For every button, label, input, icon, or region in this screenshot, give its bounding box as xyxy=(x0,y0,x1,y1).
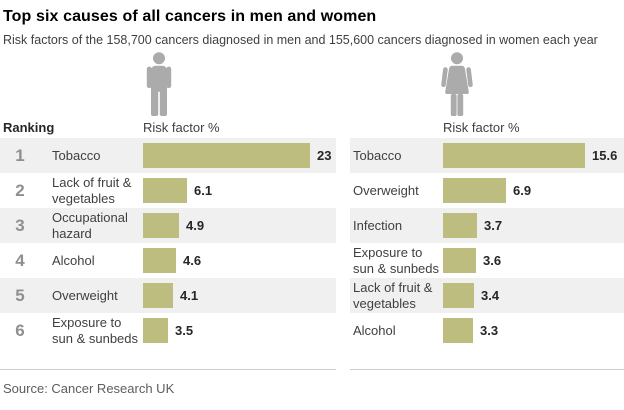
table-row: 4 Alcohol 4.6 Exposure to sun & sunbeds 3.6 xyxy=(0,243,624,278)
row-women: Tobacco 15.6 xyxy=(350,138,624,173)
rank-number: 2 xyxy=(15,180,25,200)
category-label-men: Exposure to sun & sunbeds xyxy=(52,315,139,346)
bar-group-women: 6.9 xyxy=(443,178,531,203)
bar-women xyxy=(443,143,585,168)
table-row: 6 Exposure to sun & sunbeds 3.5 Alcohol 3.3 xyxy=(0,313,624,348)
columns-header: Ranking Risk factor % Risk factor % xyxy=(0,120,624,136)
source-attribution: Source: Cancer Research UK xyxy=(3,381,175,396)
bar-women xyxy=(443,283,474,308)
divider-left-segment xyxy=(0,369,336,370)
row-men: 3 Occupational hazard 4.9 xyxy=(0,208,336,243)
category-label-women: Alcohol xyxy=(353,322,396,338)
bar-women xyxy=(443,318,473,343)
bar-men xyxy=(143,248,176,273)
page-subtitle: Risk factors of the 158,700 cancers diag… xyxy=(3,33,598,47)
table-row: 3 Occupational hazard 4.9 Infection 3.7 xyxy=(0,208,624,243)
bar-group-men: 23 xyxy=(143,143,331,168)
table-row: 5 Overweight 4.1 Lack of fruit & vegetables… xyxy=(0,278,624,313)
bar-men xyxy=(143,283,173,308)
risk-factor-header-women: Risk factor % xyxy=(443,120,520,135)
bar-men xyxy=(143,178,187,203)
bar-value-women: 3.3 xyxy=(480,323,499,338)
rank-number: 3 xyxy=(15,215,25,235)
category-label-women: Infection xyxy=(353,217,403,233)
category-label-men: Alcohol xyxy=(52,252,95,268)
gender-icons-row xyxy=(0,51,624,117)
category-label-men: Occupational hazard xyxy=(52,210,128,241)
bar-value-women: 3.7 xyxy=(484,218,503,233)
bar-group-men: 4.1 xyxy=(143,283,198,308)
bar-value-women: 3.4 xyxy=(481,288,500,303)
bar-group-women: 3.4 xyxy=(443,283,499,308)
row-men: 5 Overweight 4.1 xyxy=(0,278,336,313)
divider-right-segment xyxy=(350,369,624,370)
bar-women xyxy=(443,248,476,273)
table-row: 2 Lack of fruit & vegetables 6.1 Overweight… xyxy=(0,173,624,208)
bar-group-men: 3.5 xyxy=(143,318,193,343)
row-women: Overweight 6.9 xyxy=(350,173,624,208)
row-women: Exposure to sun & sunbeds 3.6 xyxy=(350,243,624,278)
row-women: Alcohol 3.3 xyxy=(350,313,624,348)
bar-group-men: 4.9 xyxy=(143,213,204,238)
category-label-women: Tobacco xyxy=(353,147,402,163)
bar-value-men: 4.1 xyxy=(180,288,199,303)
bar-value-women: 15.6 xyxy=(592,148,618,163)
bar-group-women: 15.6 xyxy=(443,143,617,168)
category-label-men: Tobacco xyxy=(52,147,101,163)
ranking-header: Ranking xyxy=(3,120,55,135)
row-women: Infection 3.7 xyxy=(350,208,624,243)
bar-group-women: 3.6 xyxy=(443,248,501,273)
category-label-men: Overweight xyxy=(52,287,118,303)
page-title: Top six causes of all cancers in men and… xyxy=(3,8,377,25)
bar-men xyxy=(143,213,179,238)
table-row: 1 Tobacco 23 Tobacco 15.6 xyxy=(0,138,624,173)
bar-men xyxy=(143,143,310,168)
woman-icon xyxy=(440,52,474,121)
bar-women xyxy=(443,213,477,238)
rank-number: 5 xyxy=(15,285,25,305)
bar-women xyxy=(443,178,506,203)
bar-men xyxy=(143,318,168,343)
row-men: 4 Alcohol 4.6 xyxy=(0,243,336,278)
row-men: 6 Exposure to sun & sunbeds 3.5 xyxy=(0,313,336,348)
row-men: 2 Lack of fruit & vegetables 6.1 xyxy=(0,173,336,208)
category-label-women: Exposure to sun & sunbeds xyxy=(353,245,440,276)
bar-value-men: 4.9 xyxy=(186,218,205,233)
bar-group-men: 6.1 xyxy=(143,178,212,203)
rank-number: 1 xyxy=(15,145,25,165)
bar-value-men: 3.5 xyxy=(175,323,194,338)
rank-number: 6 xyxy=(15,320,25,340)
bar-value-women: 6.9 xyxy=(513,183,532,198)
bar-value-men: 6.1 xyxy=(194,183,213,198)
category-label-men: Lack of fruit & vegetables xyxy=(52,175,132,206)
bar-group-women: 3.7 xyxy=(443,213,502,238)
row-women: Lack of fruit & vegetables 3.4 xyxy=(350,278,624,313)
bar-value-women: 3.6 xyxy=(483,253,502,268)
bottom-divider xyxy=(0,369,624,370)
category-label-women: Lack of fruit & vegetables xyxy=(353,280,433,311)
ranking-table: 1 Tobacco 23 Tobacco 15.6 2 Lack of fruit & ve… xyxy=(0,138,624,348)
bar-group-men: 4.6 xyxy=(143,248,201,273)
rank-number: 4 xyxy=(15,250,25,270)
man-icon xyxy=(144,52,174,121)
risk-factor-header-men: Risk factor % xyxy=(143,120,220,135)
bar-group-women: 3.3 xyxy=(443,318,498,343)
category-label-women: Overweight xyxy=(353,182,419,198)
bar-value-men: 4.6 xyxy=(183,253,202,268)
bar-value-men: 23 xyxy=(317,148,332,163)
row-men: 1 Tobacco 23 xyxy=(0,138,336,173)
